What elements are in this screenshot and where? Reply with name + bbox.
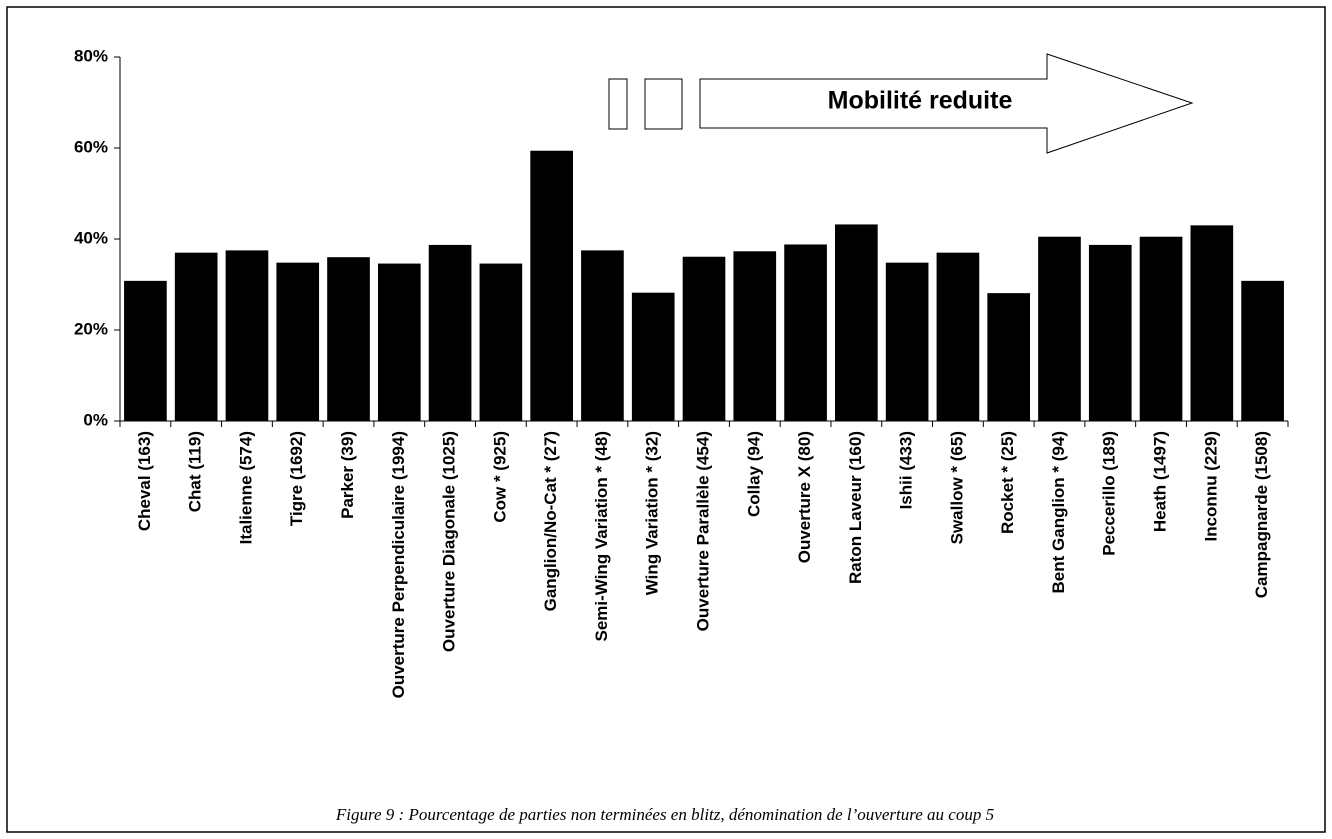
bar xyxy=(1139,236,1183,421)
bar xyxy=(835,224,878,421)
x-tick-label: Collay (94) xyxy=(744,431,763,517)
bar xyxy=(1241,280,1284,421)
x-tick-label: Ouverture Parallèle (454) xyxy=(693,431,712,631)
x-tick-label: Heath (1497) xyxy=(1151,431,1170,532)
arrow xyxy=(699,53,1194,154)
x-tick-label: Ouverture X (80) xyxy=(795,431,814,563)
arrow-block xyxy=(644,78,683,130)
x-tick-label: Tigre (1692) xyxy=(287,431,306,526)
bar xyxy=(377,263,421,421)
y-tick-label: 40% xyxy=(74,228,108,247)
bar xyxy=(276,262,320,421)
x-tick-label: Ganglion/No-Cat * (27) xyxy=(541,431,560,611)
bar xyxy=(124,280,167,421)
bar xyxy=(1088,244,1132,421)
x-tick-label: Ishii (433) xyxy=(897,431,916,509)
x-tick-label: Swallow * (65) xyxy=(947,431,966,544)
y-tick-label: 0% xyxy=(83,410,108,429)
bar xyxy=(987,293,1031,421)
bar xyxy=(1038,236,1081,421)
x-tick-label: Raton Laveur (160) xyxy=(846,431,865,584)
x-tick-label: Ouverture Diagonale (1025) xyxy=(440,431,459,652)
y-tick-label: 80% xyxy=(74,46,108,65)
x-tick-label: Cheval (163) xyxy=(135,431,154,531)
bar xyxy=(479,263,523,421)
x-tick-label: Semi-Wing Variation * (48) xyxy=(592,431,611,642)
bar xyxy=(581,250,624,421)
bar xyxy=(733,251,777,421)
x-tick-label: Campagnarde (1508) xyxy=(1252,431,1271,598)
annotation: Mobilité reduite xyxy=(828,87,1013,115)
bar xyxy=(885,262,929,421)
caption: Figure 9 : Pourcentage de parties non te… xyxy=(335,805,994,824)
x-tick-label: Peccerillo (189) xyxy=(1100,431,1119,556)
x-tick-label: Inconnu (229) xyxy=(1201,431,1220,542)
y-tick-label: 60% xyxy=(74,137,108,156)
x-tick-label: Ouverture Perpendiculaire (1994) xyxy=(389,431,408,698)
x-tick-label: Rocket * (25) xyxy=(998,431,1017,534)
x-tick-label: Cow * (925) xyxy=(490,431,509,523)
bar xyxy=(784,244,827,421)
bar xyxy=(174,252,218,421)
x-tick-label: Wing Variation * (32) xyxy=(643,431,662,595)
bar xyxy=(631,292,675,421)
arrow-block xyxy=(608,78,628,130)
bar xyxy=(936,252,980,421)
x-tick-label: Parker (39) xyxy=(338,431,357,519)
bar xyxy=(682,256,726,421)
x-tick-label: Italienne (574) xyxy=(236,431,255,544)
bar xyxy=(327,257,370,421)
bar xyxy=(530,150,573,422)
y-tick-label: 20% xyxy=(74,319,108,338)
x-tick-label: Chat (119) xyxy=(186,431,205,512)
bar xyxy=(225,250,269,421)
x-tick-label: Bent Ganglion * (94) xyxy=(1049,431,1068,593)
bar xyxy=(1190,225,1234,421)
bar xyxy=(428,244,472,421)
frame xyxy=(6,6,1326,833)
